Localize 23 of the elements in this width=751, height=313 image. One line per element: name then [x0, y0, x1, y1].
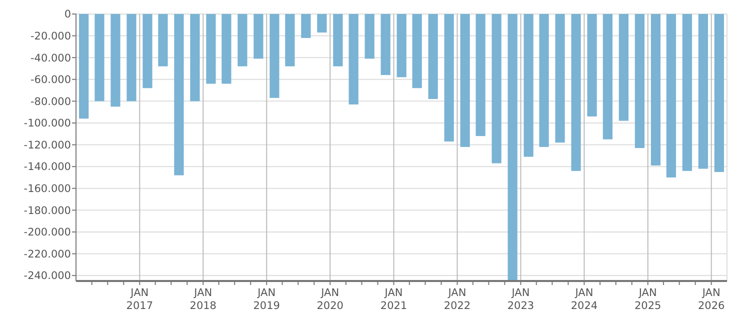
y-tick-label: -120.000 [24, 139, 71, 152]
y-tick-label: -200.000 [24, 226, 71, 239]
y-tick-label: -60.000 [30, 74, 71, 86]
x-tick-label: JAN 2022 [444, 287, 471, 312]
y-tick-label: -100.000 [24, 118, 71, 130]
x-tick-label: JAN 2025 [634, 287, 662, 312]
x-tick-label: JAN 2019 [253, 287, 280, 312]
x-tick-label: JAN 2018 [190, 287, 217, 312]
y-tick-label: -160.000 [24, 183, 71, 196]
x-tick-label: JAN 2026 [698, 287, 726, 312]
x-tick-label: JAN 2024 [570, 287, 598, 312]
x-tick-label: JAN 2020 [316, 287, 344, 312]
y-tick-label: -80.000 [30, 96, 71, 108]
y-tick-label: -240.000 [24, 270, 71, 282]
y-tick-label: -20.000 [30, 30, 71, 42]
x-tick-label: JAN 2021 [380, 287, 408, 312]
y-tick-label: -220.000 [24, 248, 71, 260]
y-tick-label: -180.000 [24, 204, 71, 217]
y-tick-label: 0 [64, 8, 71, 21]
y-tick-label: -140.000 [24, 161, 71, 174]
x-tick-label: JAN 2017 [126, 287, 154, 312]
y-tick-label: -40.000 [30, 52, 71, 64]
x-tick-label: JAN 2023 [507, 287, 534, 312]
